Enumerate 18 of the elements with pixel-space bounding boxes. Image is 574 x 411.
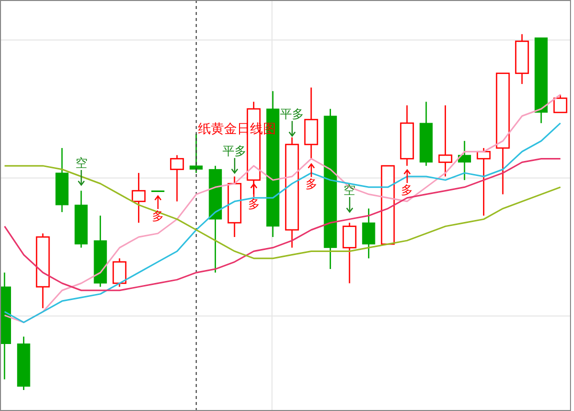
annotation: 空 [344, 183, 356, 197]
annotation: 平多 [222, 144, 247, 158]
candlestick [170, 154, 184, 202]
annotation: 空 [75, 156, 88, 170]
annotation: 多 [152, 209, 164, 223]
candlestick [362, 208, 376, 259]
candlestick [190, 133, 203, 174]
candlestick [438, 104, 452, 178]
candlestick [553, 94, 568, 114]
annotation: 多 [401, 183, 414, 197]
annotation: 多 [305, 177, 318, 191]
annotation: 多 [248, 197, 260, 211]
candlestick [458, 140, 472, 181]
candlestick [132, 172, 146, 224]
candlestick [476, 147, 491, 216]
annotation: 平多 [280, 107, 304, 121]
candlestick [342, 222, 356, 284]
candlestick [112, 258, 126, 288]
